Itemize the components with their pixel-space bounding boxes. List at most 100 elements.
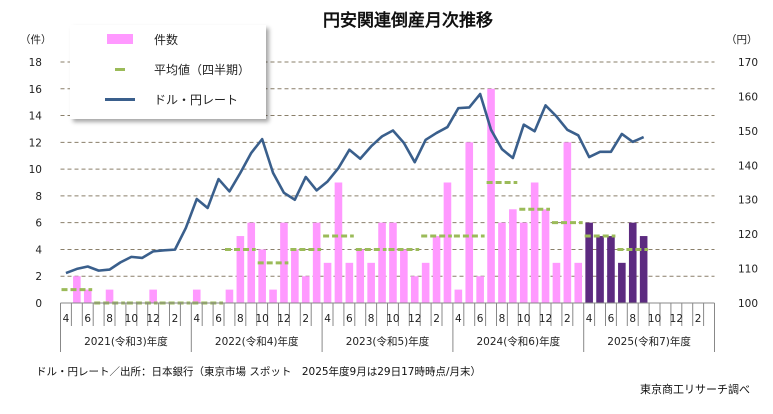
bar bbox=[149, 289, 157, 303]
left-tick-label: 14 bbox=[29, 111, 43, 123]
left-tick-label: 8 bbox=[35, 191, 42, 203]
month-label: 12 bbox=[277, 313, 290, 325]
bar bbox=[476, 276, 484, 303]
month-label: 4 bbox=[193, 313, 200, 325]
legend-swatch-bar bbox=[107, 34, 133, 44]
bar bbox=[247, 222, 256, 303]
month-label: 10 bbox=[648, 313, 661, 325]
bar bbox=[225, 289, 234, 303]
month-label: 2 bbox=[433, 313, 440, 325]
bar bbox=[530, 182, 539, 303]
bar bbox=[454, 289, 463, 303]
month-label: 8 bbox=[368, 313, 375, 325]
bar bbox=[541, 209, 550, 303]
bar bbox=[443, 182, 452, 303]
fiscal-year-label: 2021(令和3)年度 bbox=[84, 335, 168, 348]
bar bbox=[334, 182, 343, 303]
bar bbox=[192, 289, 201, 303]
usd-jpy-line bbox=[65, 92, 645, 275]
month-label: 6 bbox=[608, 313, 615, 325]
month-label: 10 bbox=[255, 313, 268, 325]
left-tick-label: 12 bbox=[29, 137, 42, 149]
bar bbox=[574, 262, 583, 303]
month-label: 4 bbox=[324, 313, 331, 325]
legend-item-rate: ドル・円レート bbox=[70, 89, 238, 109]
left-axis-unit: （件） bbox=[20, 34, 52, 46]
month-label: 6 bbox=[346, 313, 353, 325]
legend-swatch-rate bbox=[105, 97, 135, 101]
bar bbox=[312, 222, 321, 303]
bar bbox=[367, 262, 375, 303]
month-label: 10 bbox=[517, 313, 530, 325]
month-label: 8 bbox=[237, 313, 244, 325]
bar bbox=[628, 222, 637, 303]
right-tick-label: 140 bbox=[738, 160, 758, 172]
bar bbox=[258, 249, 266, 303]
bar bbox=[378, 222, 386, 303]
bar bbox=[432, 236, 441, 303]
bar bbox=[552, 262, 561, 303]
bar bbox=[105, 289, 114, 303]
bar bbox=[345, 262, 354, 303]
month-label: 10 bbox=[386, 313, 399, 325]
fiscal-year-label: 2024(令和6)年度 bbox=[476, 335, 560, 348]
bar bbox=[498, 222, 506, 303]
bar bbox=[400, 249, 408, 303]
bar bbox=[618, 262, 626, 303]
bar bbox=[269, 289, 277, 303]
left-tick-label: 0 bbox=[35, 298, 42, 310]
left-tick-label: 16 bbox=[29, 84, 43, 96]
month-label: 8 bbox=[106, 313, 113, 325]
month-label: 10 bbox=[125, 313, 138, 325]
bar bbox=[563, 142, 572, 303]
bar bbox=[73, 276, 81, 303]
left-tick-label: 2 bbox=[35, 271, 42, 283]
bar bbox=[236, 236, 245, 303]
bar bbox=[410, 276, 419, 303]
bar bbox=[487, 88, 495, 304]
month-label: 8 bbox=[629, 313, 636, 325]
bar bbox=[83, 289, 92, 303]
right-tick-label: 160 bbox=[738, 91, 758, 103]
legend: 件数 平均値（四半期） ドル・円レート bbox=[70, 25, 266, 119]
legend-label-count: 件数 bbox=[154, 32, 179, 47]
month-label: 4 bbox=[63, 313, 70, 325]
bar bbox=[639, 236, 648, 303]
month-label: 12 bbox=[146, 313, 159, 325]
legend-label-average: 平均値（四半期） bbox=[154, 62, 251, 77]
month-label: 6 bbox=[215, 313, 222, 325]
legend-swatch-average bbox=[115, 67, 125, 71]
bar bbox=[356, 249, 365, 303]
month-label: 12 bbox=[670, 313, 683, 325]
right-tick-label: 100 bbox=[738, 298, 758, 310]
legend-item-count: 件数 bbox=[70, 29, 178, 49]
left-tick-label: 4 bbox=[35, 244, 42, 256]
fiscal-year-label: 2023(令和5)年度 bbox=[346, 335, 430, 348]
left-tick-label: 18 bbox=[29, 57, 42, 69]
month-label: 6 bbox=[84, 313, 91, 325]
right-tick-label: 130 bbox=[738, 195, 758, 207]
month-label: 4 bbox=[455, 313, 462, 325]
left-tick-label: 6 bbox=[35, 218, 42, 230]
right-tick-label: 120 bbox=[738, 229, 758, 241]
bar bbox=[323, 262, 332, 303]
month-label: 2 bbox=[564, 313, 571, 325]
month-label: 2 bbox=[695, 313, 702, 325]
right-tick-label: 170 bbox=[738, 57, 758, 69]
legend-label-rate: ドル・円レート bbox=[154, 92, 239, 107]
bar bbox=[519, 222, 528, 303]
right-tick-label: 150 bbox=[738, 126, 758, 138]
bar bbox=[389, 222, 397, 303]
month-label: 6 bbox=[477, 313, 484, 325]
bar bbox=[421, 262, 430, 303]
month-label: 2 bbox=[302, 313, 309, 325]
legend-item-average: 平均値（四半期） bbox=[70, 59, 250, 79]
bar bbox=[607, 236, 615, 303]
right-tick-label: 110 bbox=[738, 264, 758, 276]
month-label: 12 bbox=[539, 313, 552, 325]
bar bbox=[585, 222, 593, 303]
chart-title: 円安関連倒産月次推移 bbox=[323, 10, 493, 31]
credit: 東京商工リサーチ調べ bbox=[640, 383, 750, 396]
bar bbox=[596, 236, 604, 303]
